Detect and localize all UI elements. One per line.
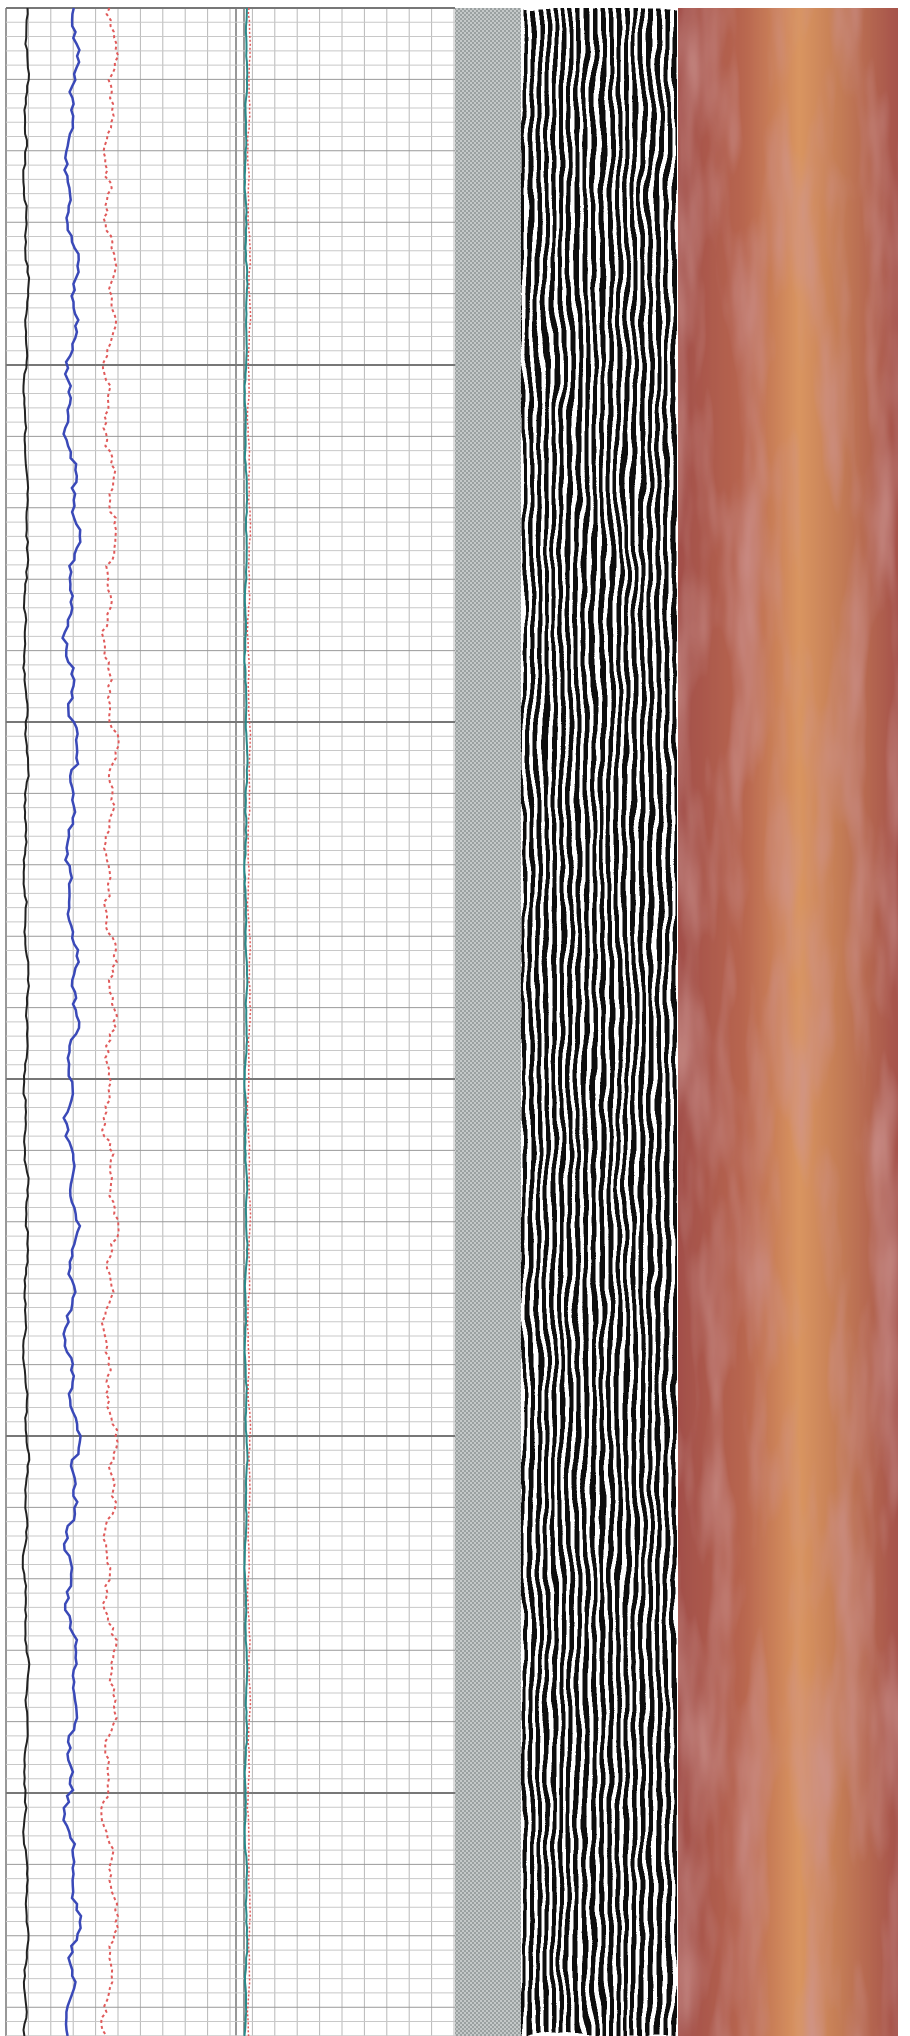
- curves: [21, 7, 252, 2036]
- log-curve: [243, 7, 249, 2036]
- log-curve: [246, 7, 252, 2036]
- log-curve: [61, 7, 83, 2036]
- gray-track: [455, 8, 521, 2036]
- waveform-track: [521, 8, 677, 2036]
- image-track: [678, 8, 898, 2036]
- grid: [5, 7, 455, 2036]
- log-curve: [21, 7, 31, 2036]
- log-curve: [100, 7, 120, 2036]
